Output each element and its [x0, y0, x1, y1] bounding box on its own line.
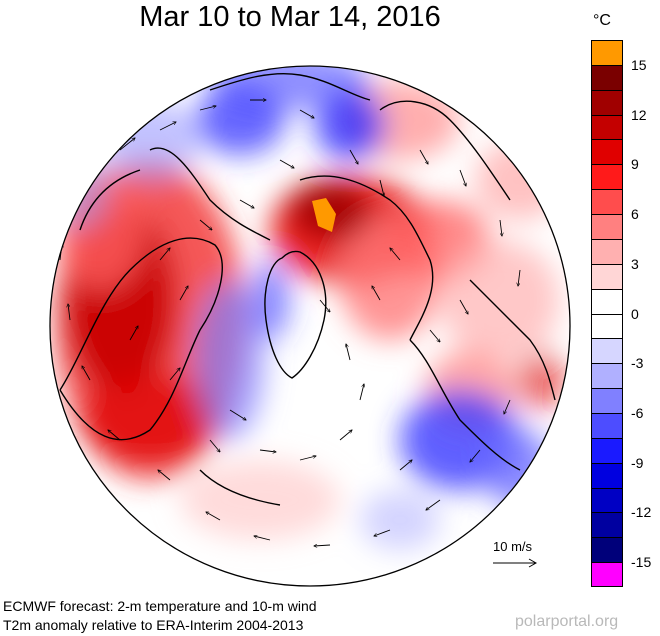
colorbar-unit: °C [593, 12, 611, 29]
max-anomaly-patch [312, 198, 336, 232]
colorbar-segment [591, 462, 623, 489]
colorbar-segment [591, 64, 623, 91]
colorbar-segment [591, 263, 623, 290]
wind-reference-arrow [493, 558, 538, 568]
colorbar-tick-label: 6 [631, 206, 639, 223]
colorbar-tick-label: -3 [631, 355, 644, 372]
credit: polarportal.org [515, 613, 619, 630]
coastlines [59, 72, 556, 506]
colorbar-segment [591, 388, 623, 414]
colorbar-segment [591, 338, 623, 365]
map-title: Mar 10 to Mar 14, 2016 [139, 1, 441, 33]
colorbar-segment [591, 89, 623, 116]
colorbar-segment [591, 139, 623, 166]
globe-outline [49, 65, 571, 587]
colorbar-tick-label: 9 [631, 156, 639, 173]
colorbar-segment [591, 363, 623, 390]
colorbar-segment [591, 313, 623, 340]
colorbar-tick-label: -15 [631, 554, 652, 571]
caption-line-2: T2m anomaly relative to ERA-Interim 2004… [3, 617, 304, 633]
wind-reference-label: 10 m/s [493, 539, 533, 554]
colorbar-tick-label: -6 [631, 404, 644, 421]
colorbar-segment [591, 412, 623, 439]
colorbar-segment [591, 537, 623, 564]
colorbar-segment [591, 164, 623, 191]
colorbar-segment [591, 437, 623, 464]
caption-line-1: ECMWF forecast: 2-m temperature and 10-m… [3, 598, 317, 614]
colorbar-segment [591, 114, 623, 141]
colorbar-tick-label: 12 [631, 106, 647, 123]
colorbar-tick-label: 3 [631, 255, 639, 272]
wind-vectors [59, 100, 521, 546]
colorbar-segment [591, 288, 623, 315]
colorbar-tick-label: 0 [631, 305, 639, 322]
colorbar-segment [591, 512, 623, 539]
colorbar-tick-label: 15 [631, 56, 647, 73]
greenland-outline [264, 250, 327, 379]
colorbar-segment [591, 238, 623, 265]
colorbar-segment [591, 487, 623, 514]
colorbar-segment [591, 214, 623, 240]
colorbar-tick-label: -12 [631, 504, 652, 521]
colorbar-segment [591, 189, 623, 216]
colorbar-segment [591, 562, 623, 587]
colorbar-tick-label: -9 [631, 454, 644, 471]
colorbar [591, 40, 623, 587]
colorbar-segment [591, 40, 623, 66]
